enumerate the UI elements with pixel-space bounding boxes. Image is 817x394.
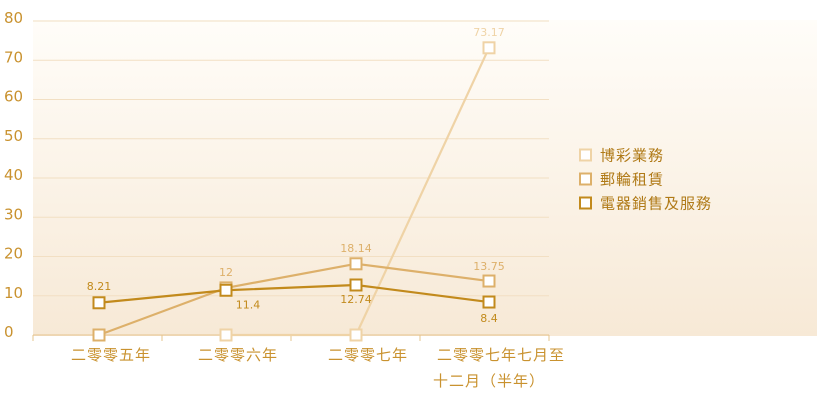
data-point-marker bbox=[92, 296, 106, 310]
data-label: 12 bbox=[219, 266, 233, 279]
legend-item: 博彩業務 bbox=[579, 147, 664, 165]
data-point-marker bbox=[349, 328, 363, 342]
y-tick-label: 70 bbox=[4, 48, 23, 66]
data-label: 73.17 bbox=[473, 26, 505, 39]
y-tick-label: 40 bbox=[4, 166, 23, 184]
series-3: 8.21 11.4 12.74 8.4 bbox=[87, 278, 498, 325]
y-tick-label: 20 bbox=[4, 245, 23, 263]
legend-label: 電器銷售及服務 bbox=[600, 195, 712, 213]
x-tick-label: 二零零七年七月至十二月（半年） bbox=[433, 346, 565, 390]
y-tick-label: 80 bbox=[4, 9, 23, 27]
data-label: 11.4 bbox=[236, 298, 261, 311]
data-label: 8.4 bbox=[480, 312, 498, 325]
legend-swatch bbox=[579, 196, 592, 210]
y-tick-label: 50 bbox=[4, 127, 23, 145]
series-line bbox=[98, 283, 490, 304]
y-tick-label: 60 bbox=[4, 88, 23, 106]
data-point-marker bbox=[482, 274, 496, 288]
data-point-marker bbox=[92, 328, 106, 342]
y-axis: 0 10 20 30 40 50 60 70 80 bbox=[4, 9, 23, 341]
series-line bbox=[98, 262, 490, 337]
series-group: 73.17 12 18.14 13.75 8.21 11.4 12.74 8.4 bbox=[87, 26, 505, 342]
data-label: 12.74 bbox=[340, 293, 372, 306]
legend-item: 郵輪租賃 bbox=[579, 171, 664, 189]
data-point-marker bbox=[219, 283, 233, 297]
data-point-marker bbox=[219, 328, 233, 342]
data-point-marker bbox=[482, 41, 496, 55]
y-tick-label: 10 bbox=[4, 284, 23, 302]
data-label: 18.14 bbox=[340, 242, 372, 255]
data-point-marker bbox=[349, 278, 363, 292]
x-tick-label: 二零零七年 bbox=[328, 346, 408, 364]
legend-label: 博彩業務 bbox=[600, 147, 664, 165]
x-tick-label: 二零零五年 bbox=[71, 346, 151, 364]
grid-lines bbox=[33, 20, 549, 297]
legend-item: 電器銷售及服務 bbox=[579, 195, 712, 213]
x-tick-label: 二零零六年 bbox=[198, 346, 278, 364]
series-1: 73.17 bbox=[219, 26, 505, 342]
legend-swatch bbox=[579, 172, 592, 186]
x-axis: 二零零五年 二零零六年 二零零七年 二零零七年七月至十二月（半年） bbox=[32, 334, 565, 390]
data-label: 13.75 bbox=[473, 260, 505, 273]
data-point-marker bbox=[349, 257, 363, 271]
y-tick-label: 30 bbox=[4, 205, 23, 223]
legend-label: 郵輪租賃 bbox=[600, 171, 664, 189]
y-tick-label: 0 bbox=[4, 323, 14, 341]
data-label: 8.21 bbox=[87, 280, 112, 293]
legend-swatch bbox=[579, 148, 592, 162]
data-point-marker bbox=[482, 295, 496, 309]
